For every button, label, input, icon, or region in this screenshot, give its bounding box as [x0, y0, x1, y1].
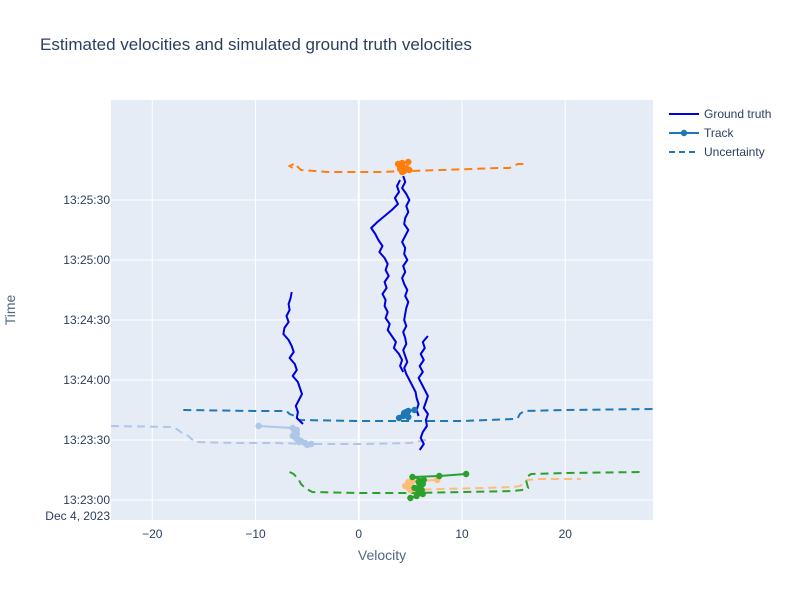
track-point-green[interactable]	[419, 490, 426, 498]
chart-title: Estimated velocities and simulated groun…	[40, 35, 472, 54]
legend-item[interactable]: Ground truth	[669, 107, 771, 121]
uncertainty-series	[110, 163, 654, 494]
track-point-green[interactable]	[407, 494, 414, 502]
ground-truth-line-1	[282, 291, 304, 425]
y-tick-label: 13:23:30	[63, 433, 110, 447]
y-tick-sublabel: Dec 4, 2023	[45, 509, 110, 523]
ground-truth-line-4	[417, 335, 429, 451]
x-tick-label: −10	[245, 527, 266, 541]
ground-truth-line-2	[370, 179, 405, 373]
y-tick-label: 13:23:00	[63, 493, 110, 507]
y-tick-label: 13:24:30	[63, 313, 110, 327]
x-tick-label: −20	[142, 527, 163, 541]
track-point-lightblue[interactable]	[303, 441, 311, 449]
x-axis-ticks: −20 −10 0 10 20	[142, 527, 572, 541]
track-point-green[interactable]	[436, 472, 443, 480]
legend-label: Ground truth	[704, 107, 771, 121]
ground-truth-line-3	[401, 175, 420, 417]
track-point-green[interactable]	[413, 492, 420, 500]
uncertainty-line-blue	[183, 408, 654, 422]
track-point-orange[interactable]	[406, 166, 413, 174]
track-point-green[interactable]	[411, 484, 418, 492]
y-tick-label: 13:25:00	[63, 253, 110, 267]
legend[interactable]: Ground truth Track Uncertainty	[669, 107, 771, 159]
track-point-green[interactable]	[462, 470, 470, 478]
track-series	[255, 158, 470, 502]
uncertainty-line-green	[289, 471, 643, 494]
y-tick-label: 13:25:30	[63, 193, 110, 207]
y-tick-label: 13:24:00	[63, 373, 110, 387]
legend-marker	[680, 129, 688, 137]
x-axis-title: Velocity	[358, 547, 406, 563]
track-point-blue[interactable]	[411, 406, 418, 414]
plot-area	[111, 100, 653, 520]
track-point-orange[interactable]	[398, 168, 406, 176]
uncertainty-line-lightblue	[110, 425, 427, 445]
track-point-orange[interactable]	[405, 158, 412, 166]
x-tick-label: 0	[355, 527, 362, 541]
x-tick-label: 10	[455, 527, 469, 541]
grid-lines	[111, 100, 653, 520]
y-axis-ticks: 13:23:00 Dec 4, 2023 13:23:30 13:24:00 13:24…	[45, 193, 110, 523]
track-point-lightblue[interactable]	[295, 438, 303, 446]
track-point-blue[interactable]	[395, 414, 403, 422]
legend-label: Uncertainty	[704, 145, 765, 159]
track-point-lightblue[interactable]	[255, 422, 262, 430]
ground-truth-series	[282, 175, 429, 451]
legend-label: Track	[704, 126, 735, 140]
y-axis-title: Time	[2, 294, 18, 325]
track-point-blue[interactable]	[405, 413, 412, 421]
track-point-green[interactable]	[409, 473, 416, 481]
legend-item[interactable]: Uncertainty	[669, 145, 765, 159]
legend-item[interactable]: Track	[669, 126, 735, 140]
x-tick-label: 20	[559, 527, 573, 541]
